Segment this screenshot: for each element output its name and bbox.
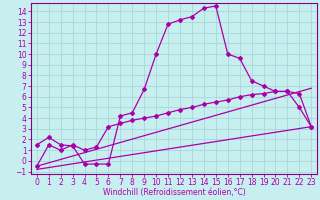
X-axis label: Windchill (Refroidissement éolien,°C): Windchill (Refroidissement éolien,°C) [103,188,245,197]
